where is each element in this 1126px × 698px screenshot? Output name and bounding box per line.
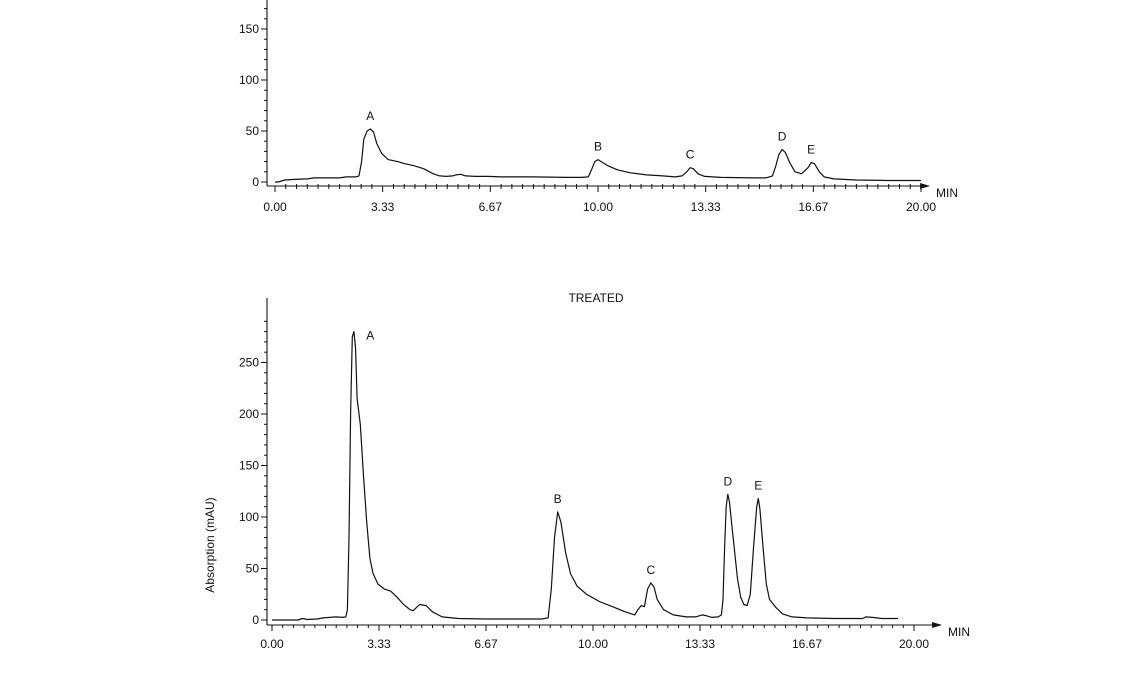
peak-label-a: A xyxy=(366,329,374,343)
peak-label-b: B xyxy=(594,140,602,154)
y-tick-label: 0 xyxy=(252,175,259,189)
y-tick-label: 50 xyxy=(246,562,260,576)
chart-title-bottom: TREATED xyxy=(568,291,623,305)
x-tick-label: 0.00 xyxy=(260,637,284,651)
x-tick-label: 3.33 xyxy=(371,200,395,214)
x-tick-label: 6.67 xyxy=(474,637,498,651)
y-tick-label: 100 xyxy=(239,510,259,524)
trace-top xyxy=(275,128,921,183)
x-tick-label: 13.33 xyxy=(685,637,715,651)
x-tick-label: 3.33 xyxy=(367,637,391,651)
x-tick-label: 13.33 xyxy=(691,200,721,214)
x-axis-label-bottom: MIN xyxy=(948,625,970,639)
peak-label-e: E xyxy=(807,143,815,157)
chromatogram-trace xyxy=(272,331,898,621)
peak-label-c: C xyxy=(686,148,695,162)
peak-label-d: D xyxy=(723,474,732,488)
y-ticks-bottom: 0 50 100 150 200 250 xyxy=(239,320,267,627)
y-tick-label: 150 xyxy=(239,22,259,36)
peak-label-e: E xyxy=(754,478,762,492)
peak-label-d: D xyxy=(778,129,787,143)
chromatogram-bottom-panel: TREATED MIN Absorption (mAU) 0.00 3.33 6.6… xyxy=(203,291,970,651)
trace-bottom xyxy=(272,331,898,621)
y-tick-label: 250 xyxy=(239,356,259,370)
chromatogram-top-panel: MIN 0.00 3.33 6.67 10.00 13.33 16.67 20.00 0 50… xyxy=(239,0,958,214)
x-tick-label: 0.00 xyxy=(263,200,287,214)
peak-label-c: C xyxy=(646,563,655,577)
y-axis-label-bottom: Absorption (mAU) xyxy=(203,497,217,592)
y-tick-label: 150 xyxy=(239,459,259,473)
x-axis-label-top: MIN xyxy=(936,186,958,200)
x-tick-label: 16.67 xyxy=(792,637,822,651)
y-ticks-top: 0 50 100 150 xyxy=(239,8,267,189)
y-tick-label: 100 xyxy=(239,73,259,87)
peak-labels-top: A B C D E xyxy=(366,109,815,162)
peak-label-b: B xyxy=(554,492,562,506)
x-ticks-top: 0.00 3.33 6.67 10.00 13.33 16.67 20.00 xyxy=(263,184,936,214)
x-tick-label: 20.00 xyxy=(906,200,936,214)
x-tick-label: 10.00 xyxy=(578,637,608,651)
y-tick-label: 0 xyxy=(252,613,259,627)
x-tick-label: 16.67 xyxy=(798,200,828,214)
x-tick-label: 10.00 xyxy=(583,200,613,214)
peak-labels-bottom: A B C D E xyxy=(366,329,762,577)
y-tick-label: 50 xyxy=(246,124,260,138)
x-tick-label: 6.67 xyxy=(479,200,503,214)
y-tick-label: 200 xyxy=(239,407,259,421)
peak-label-a: A xyxy=(366,109,374,123)
x-ticks-bottom: 0.00 3.33 6.67 10.00 13.33 16.67 20.00 xyxy=(260,625,929,651)
x-tick-label: 20.00 xyxy=(899,637,929,651)
chromatogram-trace xyxy=(275,128,921,183)
